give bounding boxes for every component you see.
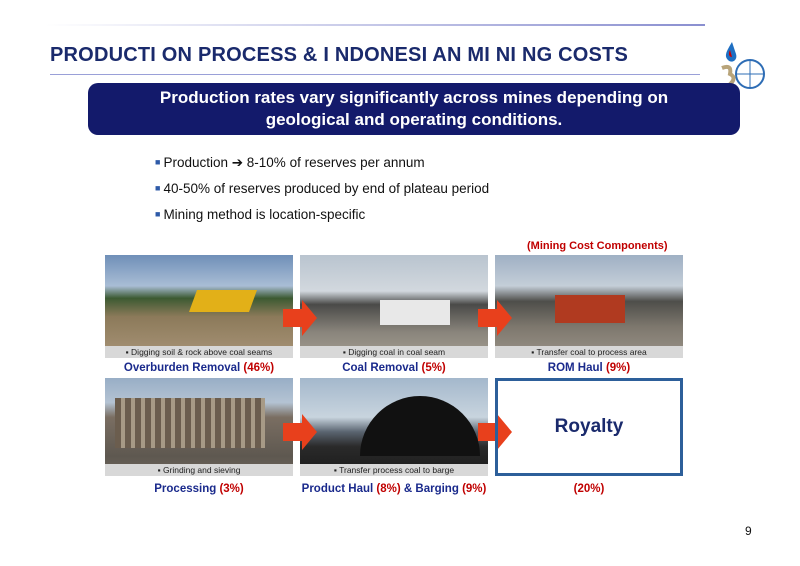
text: Digging coal in coal seam — [348, 347, 446, 357]
step-label: ROM Haul (9%) — [489, 362, 689, 374]
text: (8%) — [376, 483, 401, 495]
text: Overburden Removal — [123, 362, 241, 374]
text: & Barging — [403, 483, 459, 495]
banner-line: Production rates vary significantly acro… — [159, 88, 669, 107]
royalty-share: (20%) — [573, 483, 605, 495]
photo: ▪ Transfer coal to process area — [495, 255, 683, 358]
text: Processing — [154, 483, 217, 495]
logo — [721, 42, 765, 89]
text: Transfer process coal to barge — [339, 465, 455, 475]
slide-title: PRODUCTI ON PROCESS & I NDONESI AN MI NI… — [50, 44, 628, 66]
royalty-box: Royalty — [495, 378, 683, 476]
photo-caption: ▪ Digging soil & rock above coal seams — [105, 346, 293, 358]
photo-caption: ▪ Digging coal in coal seam — [300, 346, 488, 358]
text: (9%) — [605, 362, 631, 374]
text: (5%) — [421, 362, 446, 374]
banner: Production rates vary significantly acro… — [88, 83, 740, 135]
photo-caption: ▪ Transfer coal to process area — [495, 346, 683, 358]
text: Grinding and sieving — [162, 465, 241, 475]
bullet-text: 40-50% of reserves produced by end of pl… — [163, 181, 490, 196]
bullet: ■ 40-50% of reserves produced by end of p… — [155, 181, 490, 196]
photo: ▪ Digging soil & rock above coal seams — [105, 255, 293, 358]
text: Digging soil & rock above coal seams — [131, 347, 273, 357]
step-label: Processing (3%) — [99, 483, 299, 495]
text: (46%) — [243, 362, 275, 374]
banner-line: geological and operating conditions. — [265, 110, 563, 129]
photo: ▪ Digging coal in coal seam — [300, 255, 488, 358]
photo-caption: ▪ Transfer process coal to barge — [300, 464, 488, 476]
step-label: Overburden Removal (46%) — [99, 362, 299, 374]
text: Product Haul — [301, 483, 374, 495]
bullet: ■ Mining method is location-specific — [155, 207, 366, 222]
text: ROM Haul — [547, 362, 603, 374]
title-rule — [50, 74, 700, 75]
text: (9%) — [462, 483, 487, 495]
section-label: (Mining Cost Components) — [527, 240, 668, 252]
top-rule — [45, 24, 705, 26]
text: Coal Removal — [342, 362, 419, 374]
bullet-text: Mining method is location-specific — [163, 207, 366, 222]
bullet: ■ Production ➔ 8-10% of reserves per annu… — [155, 155, 425, 170]
page-number: 9 — [745, 524, 752, 538]
text: Transfer coal to process area — [536, 347, 647, 357]
text: (3%) — [219, 483, 244, 495]
step-label: Product Haul (8%) & Barging (9%) — [284, 483, 504, 495]
step-label: Coal Removal (5%) — [294, 362, 494, 374]
bullet-text: Production ➔ 8-10% of reserves per annum — [163, 155, 425, 170]
photo-caption: ▪ Grinding and sieving — [105, 464, 293, 476]
photo: ▪ Grinding and sieving — [105, 378, 293, 476]
photo: ▪ Transfer process coal to barge — [300, 378, 488, 476]
